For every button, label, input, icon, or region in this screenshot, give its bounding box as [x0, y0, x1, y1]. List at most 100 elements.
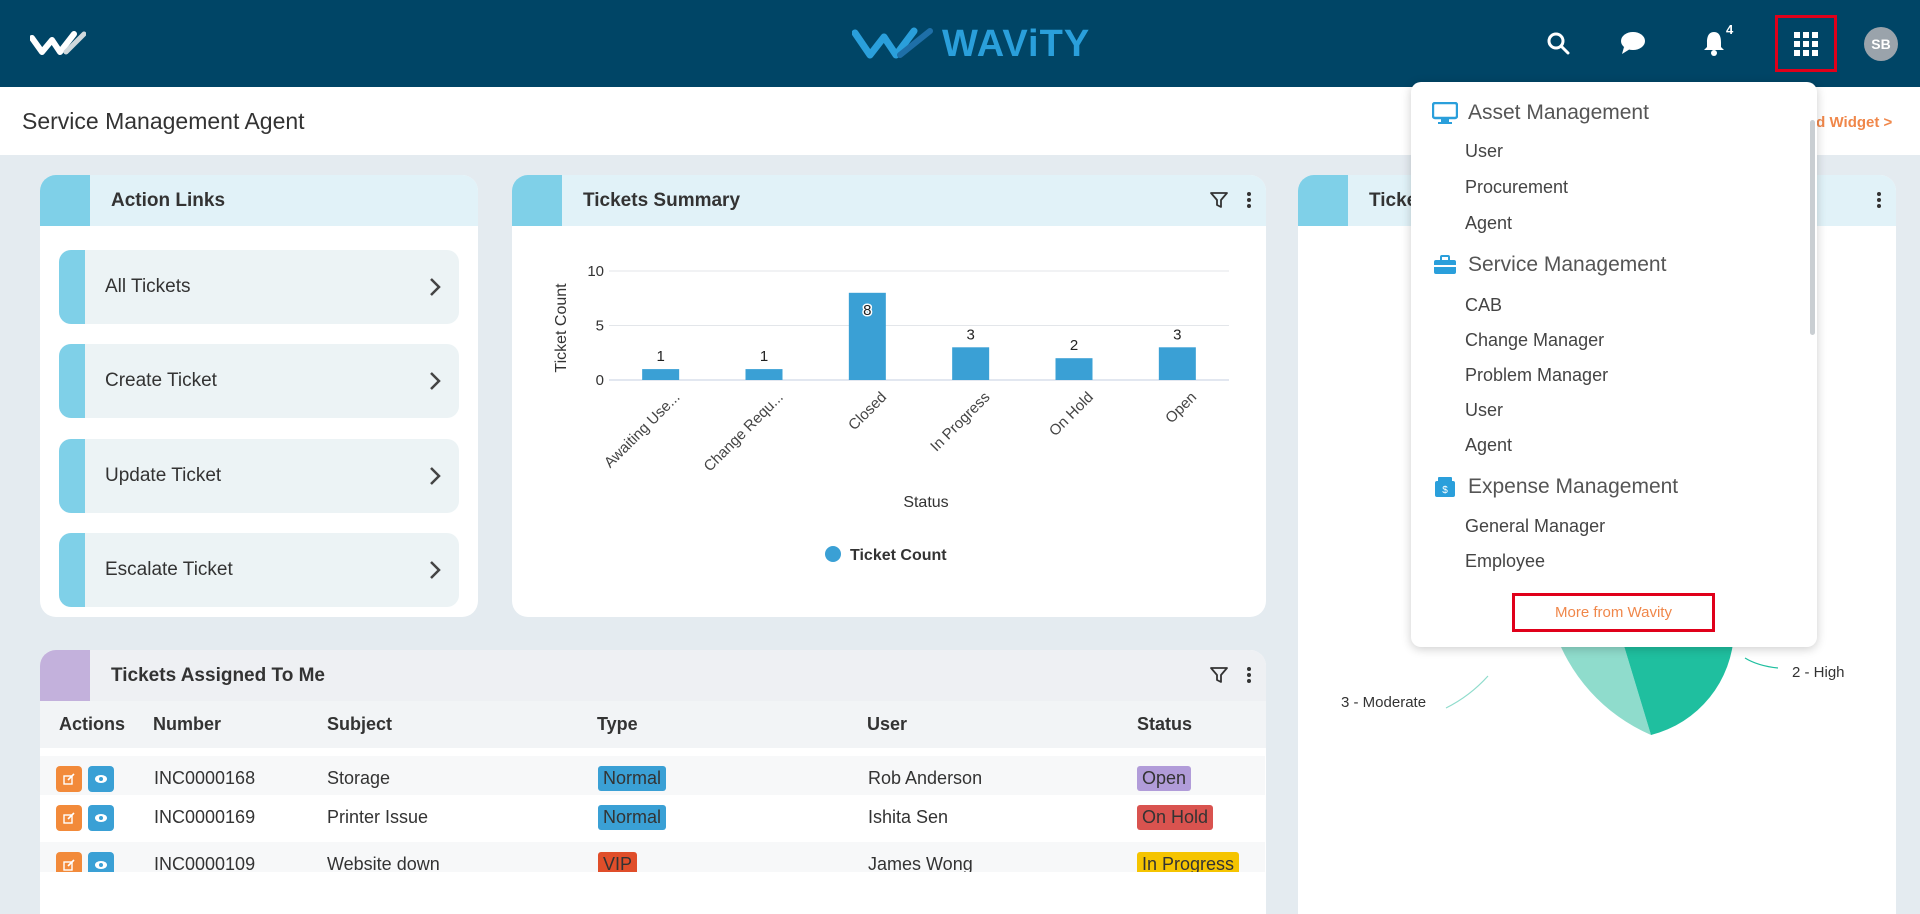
- apps-group-expense-management[interactable]: $ Expense Management: [1432, 475, 1678, 499]
- apps-group-service-management[interactable]: Service Management: [1432, 253, 1666, 277]
- card-header: Action Links: [40, 175, 478, 226]
- apps-menu-item[interactable]: Agent: [1465, 213, 1513, 233]
- avatar[interactable]: SB: [1864, 27, 1898, 61]
- edit-icon: [63, 773, 75, 785]
- pie-slice-high[interactable]: [1618, 626, 1734, 735]
- y-tick-label: 5: [596, 318, 604, 335]
- action-link-update-ticket[interactable]: Update Ticket: [59, 439, 459, 513]
- view-button[interactable]: [88, 766, 114, 792]
- table-row: INC0000109 Website down VIP James Wong I…: [40, 842, 1265, 872]
- chart-bar[interactable]: [1055, 358, 1093, 380]
- more-vertical-icon[interactable]: [1876, 191, 1882, 209]
- apps-menu-item[interactable]: Change Manager: [1465, 330, 1605, 350]
- apps-group-asset-management[interactable]: Asset Management: [1432, 101, 1649, 125]
- filter-icon[interactable]: [1210, 666, 1228, 684]
- chart-bar[interactable]: [642, 369, 680, 380]
- pie-leader-moderate: [1445, 675, 1489, 709]
- column-header-user[interactable]: User: [867, 714, 908, 734]
- bar-data-label: 3: [1173, 326, 1181, 343]
- chevron-right-icon: [430, 467, 441, 485]
- edit-button[interactable]: [56, 852, 82, 872]
- action-link-escalate-ticket[interactable]: Escalate Ticket: [59, 533, 459, 607]
- chart-bar[interactable]: [745, 369, 783, 380]
- card-tools: [1210, 191, 1252, 209]
- x-category-label: Awaiting Use...: [601, 389, 684, 472]
- filter-icon[interactable]: [1210, 191, 1228, 209]
- more-vertical-icon[interactable]: [1246, 666, 1252, 684]
- dropdown-scrollbar[interactable]: [1810, 120, 1815, 335]
- grid-icon: [1794, 31, 1818, 56]
- bell-icon[interactable]: [1697, 26, 1731, 60]
- apps-dropdown: [1411, 82, 1817, 647]
- brand-name: WAViTY: [942, 22, 1091, 65]
- edit-button[interactable]: [56, 766, 82, 792]
- chart-bar[interactable]: [952, 347, 990, 380]
- status-badge: On Hold: [1137, 805, 1214, 830]
- apps-group-label: Service Management: [1468, 253, 1667, 276]
- eye-icon: [95, 814, 107, 822]
- ticket-number[interactable]: INC0000169: [154, 807, 256, 827]
- apps-menu-item[interactable]: Procurement: [1465, 177, 1569, 197]
- column-header-number[interactable]: Number: [153, 714, 222, 734]
- apps-menu-item[interactable]: CAB: [1465, 295, 1503, 315]
- link-accent: [59, 439, 85, 513]
- action-link-create-ticket[interactable]: Create Ticket: [59, 344, 459, 418]
- action-link-label: Create Ticket: [105, 370, 217, 391]
- column-header-type[interactable]: Type: [597, 714, 638, 734]
- table-header-row: [40, 701, 1266, 748]
- type-badge: Normal: [598, 805, 667, 830]
- card-accent: [512, 175, 562, 226]
- ticket-subject: Storage: [327, 768, 391, 788]
- action-links-card: Action Links All Tickets Create Ticket U…: [40, 175, 478, 617]
- legend-marker[interactable]: [825, 546, 841, 562]
- table-row: INC0000169 Printer Issue Normal Ishita S…: [40, 795, 1265, 842]
- x-category-label: In Progress: [927, 389, 993, 455]
- chart-bar[interactable]: [848, 292, 886, 380]
- apps-menu-item[interactable]: User: [1465, 141, 1504, 161]
- pie-leader-high: [1744, 657, 1779, 669]
- apps-menu-button[interactable]: [1775, 15, 1837, 72]
- notification-count: 4: [1726, 22, 1734, 37]
- chat-icon[interactable]: [1616, 26, 1650, 60]
- card-accent: [40, 650, 90, 701]
- apps-dropdown-content: Asset Management User Procurement Agent Serv…: [1411, 82, 1817, 647]
- column-header-status[interactable]: Status: [1137, 714, 1193, 734]
- more-from-wavity-button[interactable]: More from Wavity: [1512, 593, 1715, 632]
- search-icon[interactable]: [1541, 26, 1575, 60]
- action-link-label: Escalate Ticket: [105, 559, 233, 580]
- y-tick-label: 0: [596, 372, 604, 389]
- card-tools: [1210, 666, 1252, 684]
- legend-label[interactable]: Ticket Count: [850, 547, 947, 564]
- page-title: Service Management Agent: [22, 108, 305, 134]
- bar-data-label: 2: [1070, 337, 1078, 354]
- apps-menu-item[interactable]: User: [1465, 400, 1504, 420]
- edit-button[interactable]: [56, 805, 82, 831]
- status-badge: Open: [1137, 766, 1192, 791]
- wavity-logo-icon[interactable]: [30, 30, 86, 58]
- view-button[interactable]: [88, 852, 114, 872]
- card-header: Tickets Assigned To Me: [40, 650, 1266, 701]
- eye-icon: [95, 861, 107, 869]
- view-button[interactable]: [88, 805, 114, 831]
- chart-bar[interactable]: [1158, 347, 1196, 380]
- more-vertical-icon[interactable]: [1246, 191, 1252, 209]
- card-title: Tickets Assigned To Me: [111, 665, 325, 686]
- apps-menu-item[interactable]: Employee: [1465, 551, 1546, 571]
- tickets-summary-card: Tickets Summary 0 5 10 Ticket Count 1 Awaitin…: [512, 175, 1266, 617]
- pie-slice-moderate[interactable]: [1553, 626, 1651, 735]
- brand-mark-icon: [852, 27, 933, 59]
- ticket-number[interactable]: INC0000168: [154, 768, 256, 788]
- card-accent: [40, 175, 90, 226]
- x-category-label: On Hold: [1046, 389, 1097, 440]
- ticket-user: Ishita Sen: [868, 807, 949, 827]
- action-link-all-tickets[interactable]: All Tickets: [59, 250, 459, 324]
- ticket-number[interactable]: INC0000109: [154, 854, 256, 872]
- apps-menu-item[interactable]: Problem Manager: [1465, 365, 1609, 385]
- add-widget-link[interactable]: ld Widget >: [1812, 114, 1893, 131]
- column-header-actions[interactable]: Actions: [59, 714, 126, 734]
- apps-menu-item[interactable]: Agent: [1465, 435, 1513, 455]
- tickets-summary-chart: 0 5 10 Ticket Count 1 Awaiting Use... 1 Change …: [553, 263, 1229, 564]
- column-header-subject[interactable]: Subject: [327, 714, 393, 734]
- apps-menu-item[interactable]: General Manager: [1465, 516, 1606, 536]
- chevron-right-icon: [430, 372, 441, 390]
